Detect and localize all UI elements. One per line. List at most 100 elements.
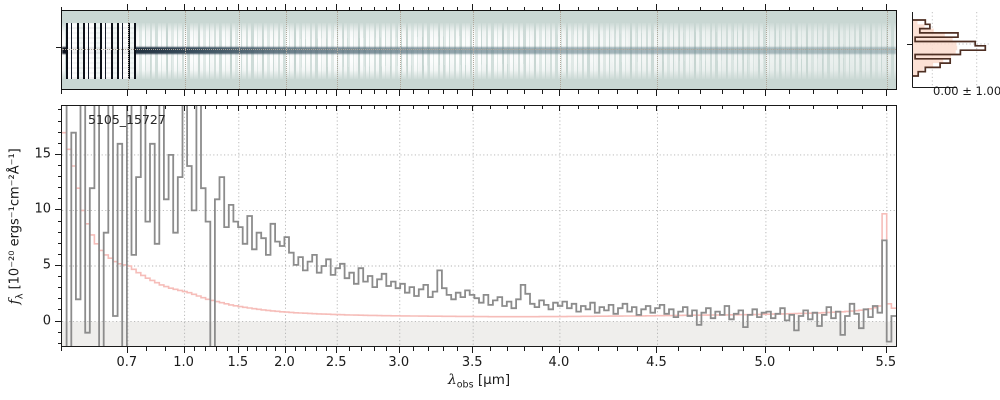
tick-mark — [678, 347, 680, 351]
tick-mark — [743, 347, 745, 351]
2d-vertical-gridline — [238, 11, 240, 89]
tick-mark — [361, 90, 363, 94]
tick-mark — [55, 209, 61, 211]
tick-mark — [861, 6, 863, 10]
flux-line — [65, 106, 896, 346]
tick-mark — [57, 342, 61, 344]
tick-mark — [413, 347, 415, 351]
tick-mark — [226, 6, 228, 10]
tick-mark — [636, 6, 638, 10]
tick-mark — [386, 106, 388, 109]
tick-mark — [57, 331, 61, 333]
tick-mark — [885, 347, 887, 353]
y-axis-subscript: λ — [14, 293, 26, 300]
tick-mark — [837, 106, 839, 109]
tick-mark — [524, 347, 526, 351]
tick-mark — [386, 347, 388, 351]
tick-mark — [57, 276, 61, 278]
tick-mark — [194, 106, 196, 109]
y-tick-label: 5 — [42, 257, 51, 273]
tick-mark — [398, 347, 400, 353]
tick-mark — [57, 287, 61, 289]
panel-2d-spectrum — [61, 10, 897, 90]
tick-mark — [541, 347, 543, 351]
tick-mark — [597, 347, 599, 351]
tick-mark — [678, 106, 680, 109]
tick-mark — [721, 6, 723, 10]
x-tick-label: 4.5 — [646, 355, 667, 370]
tick-mark — [336, 347, 338, 353]
tick-mark — [145, 347, 147, 351]
tick-mark — [699, 90, 701, 94]
tick-mark — [183, 90, 185, 96]
tick-mark — [558, 106, 560, 111]
tick-mark — [275, 347, 277, 351]
tick-mark — [57, 242, 61, 244]
tick-mark — [265, 347, 267, 351]
x-axis-title: λobs [μm] — [448, 372, 510, 391]
tick-mark — [126, 4, 128, 10]
tick-mark — [205, 106, 207, 109]
tick-mark — [126, 106, 128, 111]
tick-mark — [617, 106, 619, 109]
tick-mark — [472, 90, 474, 96]
tick-mark — [284, 106, 286, 111]
tick-mark — [325, 347, 327, 351]
tick-mark — [256, 6, 258, 10]
tick-mark — [721, 347, 723, 351]
y-tick-label: 0 — [42, 313, 51, 329]
tick-mark — [325, 90, 327, 94]
tick-mark — [164, 6, 166, 10]
tick-mark — [305, 90, 307, 94]
tick-mark — [183, 106, 185, 111]
tick-mark — [506, 106, 508, 109]
tick-mark — [348, 106, 350, 109]
tick-mark — [428, 106, 430, 109]
tick-mark — [226, 106, 228, 109]
tick-mark — [597, 90, 599, 94]
tick-mark — [247, 347, 249, 351]
tick-mark — [764, 90, 766, 96]
tick-mark — [126, 90, 128, 96]
tick-mark — [457, 6, 459, 10]
tick-mark — [336, 4, 338, 10]
tick-mark — [699, 6, 701, 10]
tick-mark — [57, 253, 61, 255]
tick-mark — [489, 6, 491, 10]
tick-mark — [373, 90, 375, 94]
tick-mark — [256, 90, 258, 94]
tick-mark — [837, 90, 839, 94]
tick-mark — [442, 6, 444, 10]
tick-mark — [57, 220, 61, 222]
tick-mark — [237, 90, 239, 96]
tick-mark — [145, 90, 147, 94]
tick-mark — [247, 90, 249, 94]
tick-mark — [442, 347, 444, 351]
tick-mark — [265, 106, 267, 109]
tick-mark — [336, 90, 338, 96]
tick-mark — [428, 90, 430, 94]
tick-mark — [472, 347, 474, 353]
tick-mark — [636, 347, 638, 351]
tick-mark — [315, 90, 317, 94]
tick-mark — [194, 347, 196, 351]
tick-mark — [617, 90, 619, 94]
x-tick-label: 1.0 — [173, 355, 194, 370]
tick-mark — [57, 176, 61, 178]
tick-mark — [789, 90, 791, 94]
tick-mark — [837, 347, 839, 351]
tick-mark — [457, 347, 459, 351]
2d-vertical-gridline — [337, 11, 339, 89]
tick-mark — [237, 106, 239, 111]
tick-mark — [597, 106, 599, 109]
y-axis-title: fλ [10⁻²⁰ ergs⁻¹cm⁻²Å⁻¹] — [7, 76, 26, 376]
tick-mark — [837, 6, 839, 10]
tick-mark — [61, 347, 62, 351]
tick-mark — [194, 6, 196, 10]
tick-mark — [275, 90, 277, 94]
below-zero-shade — [62, 321, 896, 346]
tick-mark — [398, 90, 400, 96]
tick-mark — [413, 90, 415, 94]
tick-mark — [428, 6, 430, 10]
tick-mark — [57, 131, 61, 133]
